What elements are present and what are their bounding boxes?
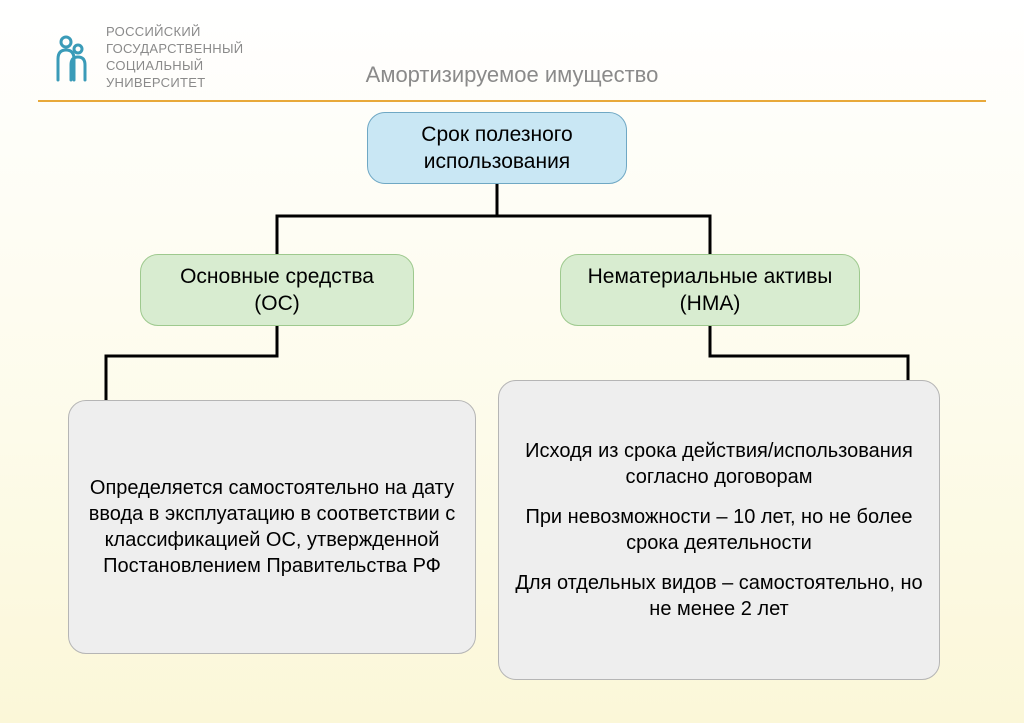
logo-icon [52,34,92,82]
leaf-left-content: Определяется самостоятельно на дату ввод… [85,475,459,579]
leaf-paragraph: При невозможности – 10 лет, но не более … [515,504,923,556]
leaf-paragraph: Исходя из срока действия/использования с… [515,438,923,490]
page-title: Амортизируемое имущество [366,62,659,88]
node-leaf-right: Исходя из срока действия/использования с… [498,380,940,680]
node-branch-right: Нематериальные активы (НМА) [560,254,860,326]
node-root: Срок полезного использования [367,112,627,184]
node-branch-right-label: Нематериальные активы (НМА) [577,263,843,318]
org-line2: ГОСУДАРСТВЕННЫЙ [106,41,243,58]
leaf-paragraph: Определяется самостоятельно на дату ввод… [85,475,459,579]
header-divider [38,100,986,102]
node-branch-left-label: Основные средства (ОС) [157,263,397,318]
org-line1: РОССИЙСКИЙ [106,24,243,41]
org-name: РОССИЙСКИЙ ГОСУДАРСТВЕННЫЙ СОЦИАЛЬНЫЙ УН… [106,24,243,92]
org-line4: УНИВЕРСИТЕТ [106,75,243,92]
diagram-container: Срок полезного использования Основные ср… [0,112,1024,712]
node-leaf-left: Определяется самостоятельно на дату ввод… [68,400,476,654]
leaf-right-content: Исходя из срока действия/использования с… [515,438,923,622]
node-root-label: Срок полезного использования [384,121,610,176]
org-line3: СОЦИАЛЬНЫЙ [106,58,243,75]
leaf-paragraph: Для отдельных видов – самостоятельно, но… [515,570,923,622]
node-branch-left: Основные средства (ОС) [140,254,414,326]
